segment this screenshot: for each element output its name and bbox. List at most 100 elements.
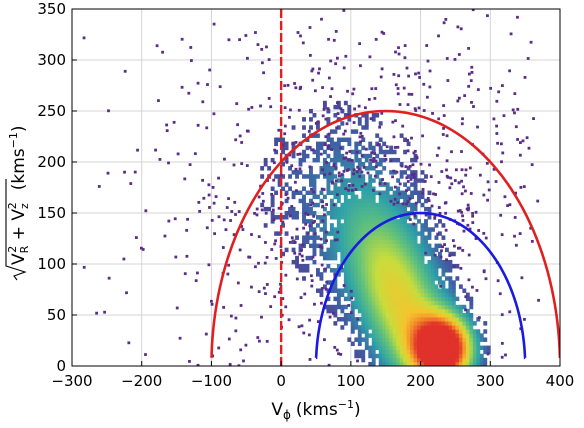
- density-cell-1460: [424, 219, 428, 224]
- outlier-star-896: [229, 314, 233, 318]
- density-cell-1572: [438, 312, 442, 318]
- density-cell-1334: [413, 247, 418, 253]
- density-cell-1354: [417, 353, 421, 359]
- outlier-star-839: [320, 246, 324, 250]
- density-cell-1335: [413, 243, 418, 249]
- density-cell-1382: [417, 231, 421, 236]
- density-cell-1666: [451, 357, 456, 363]
- density-cell-1613: [441, 235, 446, 240]
- density-cell-109: [302, 125, 306, 130]
- density-cell-1245: [406, 251, 411, 257]
- outlier-star-188: [391, 175, 394, 179]
- density-cell-1472: [427, 329, 432, 334]
- outlier-star-850: [456, 25, 460, 29]
- density-cell-147: [312, 247, 317, 253]
- density-cell-790: [371, 166, 376, 171]
- outlier-star-278: [255, 207, 259, 211]
- outlier-star-268: [290, 205, 294, 208]
- density-cell-362: [340, 239, 345, 244]
- density-cell-628: [361, 231, 366, 236]
- density-cell-1191: [403, 280, 408, 285]
- outlier-star-144: [445, 168, 448, 172]
- density-cell-626: [361, 239, 366, 244]
- outlier-star-750: [434, 193, 437, 196]
- density-cell-1802: [486, 349, 491, 355]
- density-cell-582: [357, 219, 362, 224]
- density-cell-512: [354, 304, 359, 310]
- density-cell-1065: [392, 235, 397, 240]
- density-cell-1765: [469, 312, 474, 318]
- density-cell-708: [368, 300, 373, 306]
- outlier-star-642: [185, 254, 189, 258]
- density-cell-943: [385, 353, 390, 359]
- density-cell-50: [284, 145, 289, 151]
- density-cell-751: [371, 337, 376, 342]
- density-cell-1566: [438, 337, 442, 342]
- density-cell-162: [312, 149, 317, 155]
- density-cell-1720: [458, 304, 463, 310]
- density-cell-1253: [406, 215, 411, 220]
- density-cell-1549: [434, 284, 439, 289]
- density-cell-216: [322, 162, 327, 167]
- density-cell-1104: [396, 264, 401, 269]
- outlier-star-369: [325, 161, 328, 164]
- outlier-star-778: [319, 237, 323, 241]
- density-cell-209: [322, 219, 327, 224]
- density-cell-248: [329, 308, 334, 314]
- density-cell-1202: [403, 235, 408, 240]
- outlier-star-757: [207, 193, 211, 197]
- density-cell-965: [385, 264, 390, 269]
- density-cell-1762: [469, 325, 474, 330]
- outlier-star-576: [484, 236, 488, 240]
- density-cell-939: [382, 149, 387, 155]
- density-cell-1603: [441, 300, 446, 306]
- density-cell-361: [340, 243, 345, 249]
- outlier-star-622: [175, 306, 179, 310]
- density-cell-1763: [469, 321, 474, 326]
- x-axis-title-units-sup: −1: [338, 398, 354, 411]
- outlier-star-263: [238, 134, 242, 138]
- density-cell-1728: [462, 337, 467, 342]
- outlier-star-529: [239, 348, 243, 352]
- y-axis-title-units: (kms: [9, 148, 29, 190]
- density-cell-70: [291, 125, 296, 130]
- density-cell-1394: [420, 337, 425, 342]
- density-cell-335: [336, 198, 341, 204]
- density-cell-1028: [389, 194, 394, 200]
- density-cell-1594: [441, 337, 446, 342]
- density-cell-1556: [434, 247, 439, 253]
- density-cell-1082: [396, 353, 401, 359]
- outlier-star-803: [327, 363, 331, 366]
- density-cell-18: [274, 231, 279, 236]
- x-axis-title-units-close: ): [354, 400, 361, 420]
- density-cell-282: [333, 288, 338, 293]
- density-cell-339: [336, 178, 341, 183]
- density-cell-808: [375, 300, 380, 306]
- outlier-star-651: [337, 352, 340, 356]
- density-cell-1555: [434, 255, 439, 261]
- density-cell-403: [343, 227, 348, 232]
- density-cell-832: [375, 202, 380, 208]
- density-cell-1189: [403, 288, 408, 293]
- density-cell-957: [385, 296, 390, 302]
- outlier-star-488: [445, 159, 449, 163]
- outlier-star-504: [482, 193, 486, 197]
- density-cell-1358: [417, 337, 421, 342]
- density-cell-1450: [424, 272, 428, 277]
- density-cell-1214: [403, 182, 408, 187]
- density-cell-1403: [420, 300, 425, 306]
- density-cell-964: [385, 268, 390, 273]
- density-cell-217: [322, 157, 327, 163]
- density-cell-465: [350, 321, 355, 326]
- outlier-star-236: [398, 192, 401, 196]
- outlier-star-94: [408, 164, 412, 168]
- density-cell-684: [364, 202, 369, 208]
- density-cell-353: [340, 304, 345, 310]
- density-cell-1381: [417, 243, 421, 249]
- density-cell-844: [378, 349, 383, 355]
- density-cell-170: [316, 223, 320, 228]
- density-cell-1571: [438, 317, 442, 322]
- density-cell-672: [364, 251, 369, 257]
- density-cell-1645: [448, 337, 453, 342]
- density-cell-1042: [392, 329, 397, 334]
